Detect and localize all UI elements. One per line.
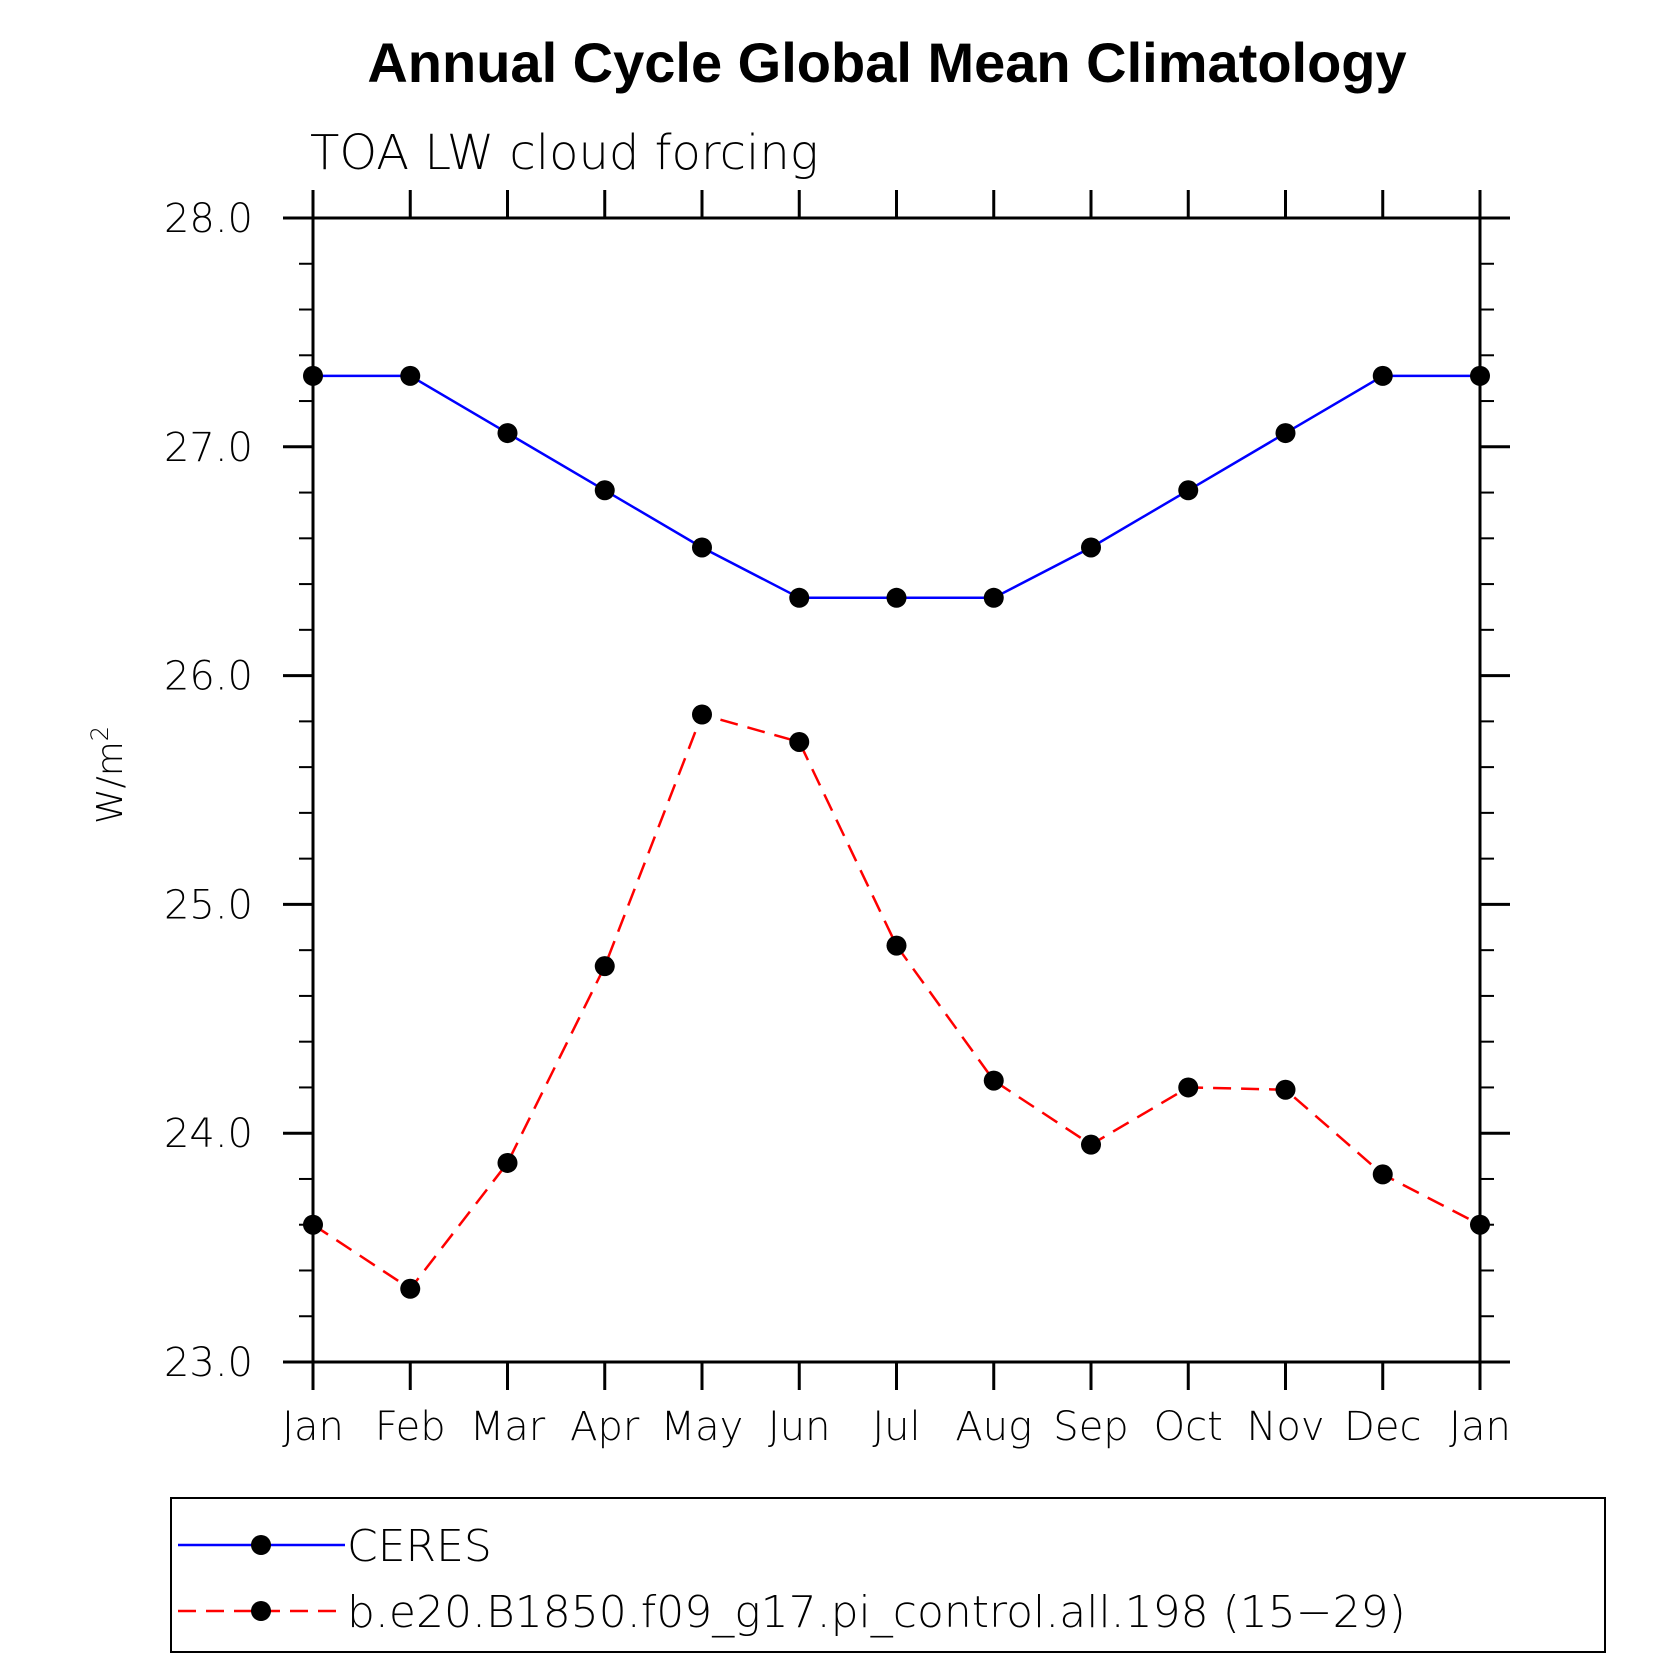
data-point-series-2 — [1372, 1164, 1393, 1185]
legend-box — [170, 1497, 1606, 1653]
chart-title: Annual Cycle Global Mean Climatology — [367, 31, 1406, 94]
y-tick-label: 23.0 — [164, 1340, 253, 1386]
data-point-series-2 — [983, 1070, 1004, 1091]
x-tick-label: Jul — [872, 1404, 920, 1450]
legend-label-2: b.e20.B1850.f09_g17.pi_control.all.198 (… — [347, 1587, 1406, 1638]
y-tick-label: 26.0 — [164, 654, 253, 700]
plot-frame — [311, 216, 1482, 1364]
data-point-series-1 — [1081, 537, 1101, 558]
y-tick-label: 27.0 — [164, 425, 253, 471]
y-tick-label: 24.0 — [164, 1111, 253, 1157]
x-tick-labels: Jan Feb Mar Apr May Jun Jul Aug Sep Oct Nov Dec Jan — [282, 1404, 1511, 1450]
series-points — [303, 365, 1490, 1299]
x-tick-label: May — [661, 1404, 744, 1450]
x-tick-label: Oct — [1154, 1404, 1223, 1450]
data-point-series-1 — [1275, 423, 1296, 444]
x-tick-label: Aug — [955, 1404, 1032, 1450]
chart-subtitle: TOA LW cloud forcing — [310, 125, 819, 181]
data-point-series-1 — [983, 587, 1004, 608]
data-point-series-2 — [400, 1278, 421, 1299]
axis-ticks — [283, 190, 1510, 1390]
data-point-series-2 — [1178, 1077, 1199, 1098]
y-axis-label-exponent: 2 — [86, 726, 114, 741]
x-tick-label: Feb — [375, 1404, 446, 1450]
data-point-series-2 — [692, 704, 712, 725]
data-point-series-1 — [789, 587, 810, 608]
data-point-series-2 — [497, 1152, 518, 1173]
legend-marker-1 — [251, 1535, 271, 1555]
y-axis-label: W/m2 — [86, 726, 131, 824]
x-tick-label: Jan — [1449, 1404, 1511, 1450]
data-point-series-1 — [1470, 365, 1490, 386]
data-point-series-1 — [303, 365, 323, 386]
legend-label-1: CERES — [347, 1521, 492, 1572]
series-line-2 — [312, 712, 1481, 1291]
data-point-series-2 — [1470, 1214, 1490, 1235]
plot-area-border — [311, 216, 1482, 1364]
x-tick-label: Dec — [1344, 1404, 1421, 1450]
legend-marker-2 — [251, 1601, 271, 1621]
data-point-series-2 — [789, 731, 810, 752]
data-point-series-1 — [692, 537, 712, 558]
y-tick-labels: 23.0 24.0 25.0 26.0 27.0 28.0 — [164, 196, 253, 1386]
series-line-1 — [313, 374, 1480, 600]
data-point-series-2 — [594, 956, 615, 977]
data-point-series-1 — [400, 365, 421, 386]
legend: CERES b.e20.B1850.f09_g17.pi_control.all.… — [170, 1497, 1606, 1653]
data-point-series-2 — [1081, 1134, 1101, 1155]
x-tick-label: Jun — [768, 1404, 831, 1450]
data-point-series-1 — [497, 423, 518, 444]
data-point-series-1 — [1372, 365, 1393, 386]
data-point-series-2 — [886, 935, 907, 956]
data-point-series-1 — [886, 587, 907, 608]
data-point-series-2 — [303, 1214, 323, 1235]
data-point-series-2 — [1275, 1079, 1296, 1100]
y-tick-label: 25.0 — [164, 882, 253, 928]
x-tick-label: Mar — [470, 1404, 546, 1450]
series-lines — [312, 374, 1481, 1291]
data-point-series-1 — [594, 480, 615, 501]
data-point-series-1 — [1178, 480, 1199, 501]
x-tick-label: Jan — [282, 1404, 344, 1450]
x-tick-label: Apr — [570, 1404, 640, 1450]
x-tick-label: Nov — [1246, 1404, 1324, 1450]
x-tick-label: Sep — [1053, 1404, 1128, 1450]
y-tick-label: 28.0 — [164, 196, 253, 242]
